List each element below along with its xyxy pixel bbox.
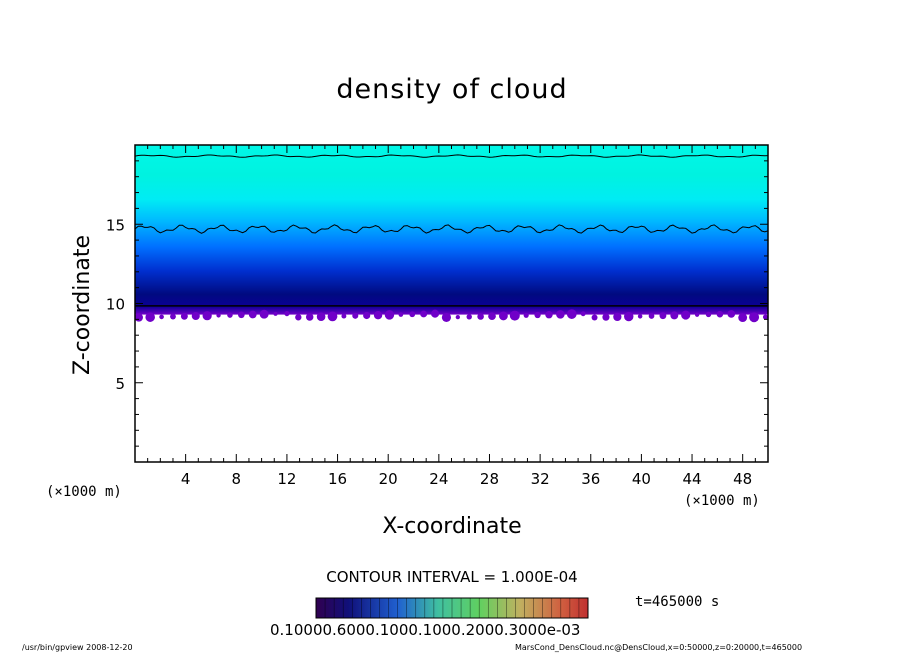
cloud-edge-blob bbox=[624, 311, 634, 322]
cloud-edge-blob bbox=[659, 312, 667, 320]
x-tick-label: 48 bbox=[733, 470, 752, 488]
cloud-edge-blob bbox=[488, 312, 496, 321]
cloud-edge-blob bbox=[749, 312, 760, 323]
cloud-edge-blob bbox=[705, 311, 712, 318]
cloud-edge-blob bbox=[637, 314, 643, 319]
contour-line-upper bbox=[134, 154, 769, 158]
x-tick-label: 16 bbox=[328, 470, 347, 488]
cloud-edge-blob bbox=[681, 310, 691, 320]
time-label: t=465000 s bbox=[635, 594, 720, 610]
x-axis-label: X-coordinate bbox=[382, 514, 522, 539]
cloud-edge-blob bbox=[738, 313, 748, 322]
cloud-edge-blob bbox=[284, 310, 290, 317]
colorbar-labels: 0.10000.6000.1000.1000.2000.3000e-03 bbox=[270, 621, 581, 639]
cloud-edge-blob bbox=[534, 311, 541, 319]
cloud-edge-blob bbox=[591, 314, 598, 321]
cloud-edge-blob bbox=[341, 313, 347, 319]
x-tick-label: 32 bbox=[531, 470, 550, 488]
cloud-edge-blob bbox=[134, 313, 143, 322]
cloud-density-fill bbox=[134, 145, 769, 323]
cloud-edge-blob bbox=[648, 313, 655, 319]
cloud-edge-blob bbox=[273, 311, 278, 316]
cloud-edge-blob bbox=[180, 312, 188, 320]
cloud-edge-blob bbox=[305, 313, 314, 321]
x-tick-label: 44 bbox=[682, 470, 701, 488]
x-tick-label: 4 bbox=[181, 470, 191, 488]
cloud-edge-blob bbox=[441, 312, 452, 322]
cloud-layer bbox=[135, 145, 768, 315]
cloud-edge-blob bbox=[327, 311, 338, 322]
cloud-edge-blob bbox=[466, 314, 472, 320]
cloud-edge-blob bbox=[498, 311, 508, 321]
cloud-edge-blob bbox=[227, 312, 233, 318]
y-tick-label: 10 bbox=[106, 296, 125, 314]
x-tick-label: 40 bbox=[632, 470, 651, 488]
cloud-edge-blob bbox=[409, 311, 416, 318]
cloud-edge-blob bbox=[580, 311, 586, 317]
cloud-edge-blob bbox=[455, 314, 460, 320]
cloud-edge-blob bbox=[566, 309, 577, 319]
cloud-edge-blob bbox=[613, 312, 622, 322]
cloud-edge-blob bbox=[762, 314, 769, 320]
contour-line-middle bbox=[134, 224, 769, 234]
cloud-edge-blob bbox=[159, 314, 164, 320]
cloud-edge-blob bbox=[420, 310, 428, 318]
x-tick-label: 8 bbox=[232, 470, 242, 488]
y-tick-label: 15 bbox=[106, 216, 125, 234]
cloud-edge-blob bbox=[384, 310, 395, 320]
cloud-edge-blob bbox=[545, 310, 553, 319]
y-unit-label: (×1000 m) bbox=[46, 484, 122, 500]
cloud-edge-blob bbox=[716, 310, 724, 318]
cloud-edge-blob bbox=[727, 310, 736, 318]
cloud-edge-blob bbox=[316, 312, 326, 322]
y-tick-label: 5 bbox=[115, 375, 125, 393]
cloud-edge-blob bbox=[477, 313, 484, 320]
cloud-edge-blob bbox=[248, 310, 257, 319]
chart-title: density of cloud bbox=[336, 74, 568, 105]
cloud-edge-blob bbox=[509, 310, 520, 321]
x-tick-label: 12 bbox=[277, 470, 296, 488]
x-tick-label: 20 bbox=[379, 470, 398, 488]
cloud-edge-blob bbox=[238, 311, 245, 319]
colorbar-ticks bbox=[315, 598, 589, 618]
footer-right: MarsCond_DensCloud.nc@DensCloud,x=0:5000… bbox=[515, 643, 803, 652]
cloud-edge-blob bbox=[145, 312, 155, 322]
x-tick-label: 36 bbox=[581, 470, 600, 488]
cloud-edge-blob bbox=[523, 312, 529, 318]
cloud-edge-blob bbox=[556, 310, 565, 319]
axis-ticks bbox=[135, 145, 768, 462]
cloud-edge-blob bbox=[363, 311, 371, 320]
cloud-edge-blob bbox=[602, 313, 610, 321]
cloud-edge-blob bbox=[295, 314, 302, 321]
cloud-edge-blob bbox=[202, 311, 212, 321]
cloud-edge-blob bbox=[191, 311, 200, 321]
cloud-edge-blob bbox=[694, 312, 700, 317]
cloud-edge-blob bbox=[670, 311, 679, 320]
cloud-edge-blob bbox=[431, 309, 440, 318]
cloud-edge-blob bbox=[398, 312, 404, 317]
x-unit-label: (×1000 m) bbox=[684, 493, 760, 509]
x-tick-label: 24 bbox=[429, 470, 448, 488]
y-axis-label: Z-coordinate bbox=[70, 235, 95, 375]
cloud-edge-blob bbox=[352, 312, 359, 319]
cloud-edge-blob bbox=[259, 309, 269, 319]
cloud-edge-blob bbox=[373, 311, 383, 320]
footer-left: /usr/bin/gpview 2008-12-20 bbox=[22, 643, 133, 652]
cloud-edge-blob bbox=[170, 313, 176, 320]
cloud-edge-blob bbox=[216, 313, 221, 318]
x-tick-label: 28 bbox=[480, 470, 499, 488]
contour-lines bbox=[134, 154, 769, 307]
contour-interval: CONTOUR INTERVAL = 1.000E-04 bbox=[326, 568, 578, 586]
